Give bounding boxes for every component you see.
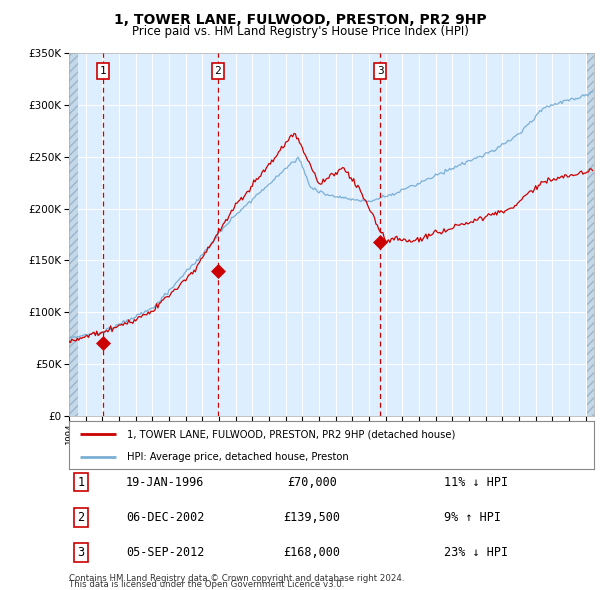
Text: £139,500: £139,500	[284, 511, 341, 524]
Text: 19-JAN-1996: 19-JAN-1996	[126, 476, 204, 489]
Text: 1: 1	[77, 476, 85, 489]
Text: 11% ↓ HPI: 11% ↓ HPI	[444, 476, 508, 489]
Text: £70,000: £70,000	[287, 476, 337, 489]
Text: This data is licensed under the Open Government Licence v3.0.: This data is licensed under the Open Gov…	[69, 581, 344, 589]
Text: HPI: Average price, detached house, Preston: HPI: Average price, detached house, Pres…	[127, 452, 349, 462]
Text: 3: 3	[77, 546, 85, 559]
Bar	[69, 53, 78, 416]
Text: £168,000: £168,000	[284, 546, 341, 559]
Text: Price paid vs. HM Land Registry's House Price Index (HPI): Price paid vs. HM Land Registry's House …	[131, 25, 469, 38]
Text: 23% ↓ HPI: 23% ↓ HPI	[444, 546, 508, 559]
Text: 1, TOWER LANE, FULWOOD, PRESTON, PR2 9HP: 1, TOWER LANE, FULWOOD, PRESTON, PR2 9HP	[113, 13, 487, 27]
Bar	[587, 53, 595, 416]
Text: 2: 2	[214, 65, 221, 76]
Text: 1: 1	[100, 65, 107, 76]
Text: 3: 3	[377, 65, 383, 76]
Text: 05-SEP-2012: 05-SEP-2012	[126, 546, 204, 559]
Text: 9% ↑ HPI: 9% ↑ HPI	[444, 511, 501, 524]
Text: 1, TOWER LANE, FULWOOD, PRESTON, PR2 9HP (detached house): 1, TOWER LANE, FULWOOD, PRESTON, PR2 9HP…	[127, 429, 455, 439]
Text: 06-DEC-2002: 06-DEC-2002	[126, 511, 204, 524]
Text: 2: 2	[77, 511, 85, 524]
Text: Contains HM Land Registry data © Crown copyright and database right 2024.: Contains HM Land Registry data © Crown c…	[69, 574, 404, 583]
